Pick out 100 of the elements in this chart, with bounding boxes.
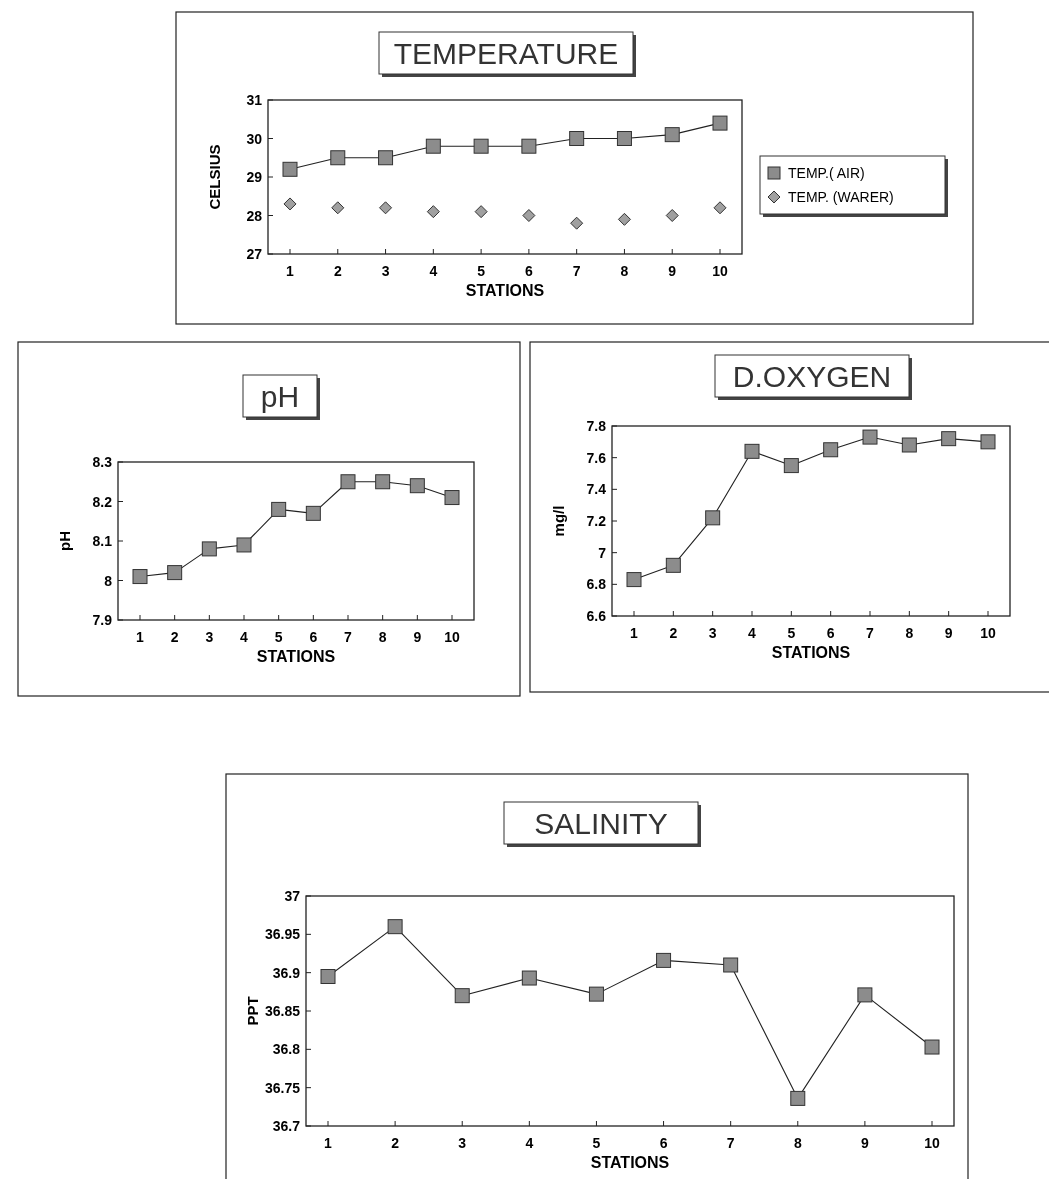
x-tick-label: 9 [668,263,677,279]
point [271,501,287,517]
y-tick-label: 7.4 [586,481,607,498]
point [924,1039,940,1055]
y-tick-label: 36.7 [272,1118,301,1134]
point [521,970,537,986]
point [320,969,336,984]
x-tick-label: 7 [866,625,875,641]
point [236,537,252,553]
y-tick-label: 7.2 [586,513,607,529]
x-tick-label: 4 [429,263,438,279]
x-tick-label: 7 [726,1135,735,1151]
x-tick-label: 9 [860,1135,869,1151]
point [857,987,873,1003]
y-axis-title: pH [56,531,73,551]
x-tick-label: 5 [592,1135,601,1151]
y-tick-label: 6.6 [586,608,607,624]
point [340,474,356,490]
x-tick-label: 9 [413,629,422,645]
point [201,541,217,557]
y-tick-label: 37 [284,888,301,904]
y-tick-label: 36.95 [264,926,301,943]
point [713,201,727,215]
y-tick-label: 7.6 [586,449,607,466]
x-tick-label: 6 [309,629,318,645]
point [283,197,297,211]
x-tick-label: 6 [826,625,835,641]
x-tick-label: 4 [240,629,249,645]
y-tick-label: 8 [104,572,113,589]
x-tick-label: 1 [324,1135,333,1151]
x-tick-label: 9 [944,625,953,641]
x-tick-label: 3 [708,625,717,641]
point [705,510,721,526]
y-axis-title: PPT [244,996,261,1026]
point [378,150,394,166]
point [980,434,996,450]
point [521,138,537,154]
x-tick-label: 10 [444,629,460,645]
point [744,443,760,459]
point [901,437,917,453]
x-tick-label: 2 [170,629,179,645]
x-tick-label: 2 [391,1135,400,1151]
y-tick-label: 7.8 [586,418,607,434]
point [862,429,878,445]
point [588,986,604,1002]
point [783,458,799,474]
x-axis-title: STATIONS [465,282,545,299]
point [664,127,680,143]
x-tick-label: 8 [378,629,387,645]
point [665,209,679,222]
x-axis-title: STATIONS [256,648,336,665]
point [712,115,728,131]
point [330,150,346,166]
chart-title: D.OXYGEN [732,360,892,393]
x-tick-label: 3 [205,629,214,645]
point [387,919,403,935]
legend-label: TEMP.( AIR) [788,165,865,181]
y-tick-label: 31 [246,92,263,108]
x-tick-label: 5 [787,625,796,641]
y-tick-label: 36.75 [264,1079,301,1096]
y-tick-label: 36.85 [264,1003,301,1019]
x-axis-title: STATIONS [590,1154,670,1171]
point [425,138,441,154]
y-axis-title: CELSIUS [206,144,223,210]
x-tick-label: 8 [905,625,914,641]
y-tick-label: 36.9 [272,964,301,981]
x-tick-label: 8 [793,1135,802,1151]
point [167,565,183,581]
point [941,431,957,447]
point [656,952,672,968]
x-tick-label: 10 [924,1135,940,1151]
point [305,505,321,521]
chart-title: TEMPERATURE [393,37,619,70]
point [474,205,488,219]
point [375,474,391,490]
point [616,131,632,146]
y-tick-label: 7.9 [92,612,113,628]
point [723,957,739,973]
x-tick-label: 7 [344,629,353,645]
legend-label: TEMP. (WARER) [788,189,894,205]
point [665,557,681,573]
x-tick-label: 1 [286,263,295,279]
y-tick-label: 30 [246,130,263,147]
point [409,478,425,494]
x-tick-label: 4 [748,625,757,641]
x-tick-label: 3 [381,263,390,279]
x-tick-label: 8 [620,263,629,279]
x-axis-title: STATIONS [771,644,851,661]
x-tick-label: 2 [333,263,342,279]
point [522,209,536,222]
x-tick-label: 4 [525,1135,534,1151]
x-tick-label: 10 [980,625,996,641]
y-tick-label: 8.1 [92,533,113,549]
x-tick-label: 6 [524,263,533,279]
y-tick-label: 27 [246,246,263,262]
point [626,572,642,588]
point [379,201,393,215]
point [569,131,585,146]
y-tick-label: 7 [598,544,607,561]
point [823,442,839,458]
